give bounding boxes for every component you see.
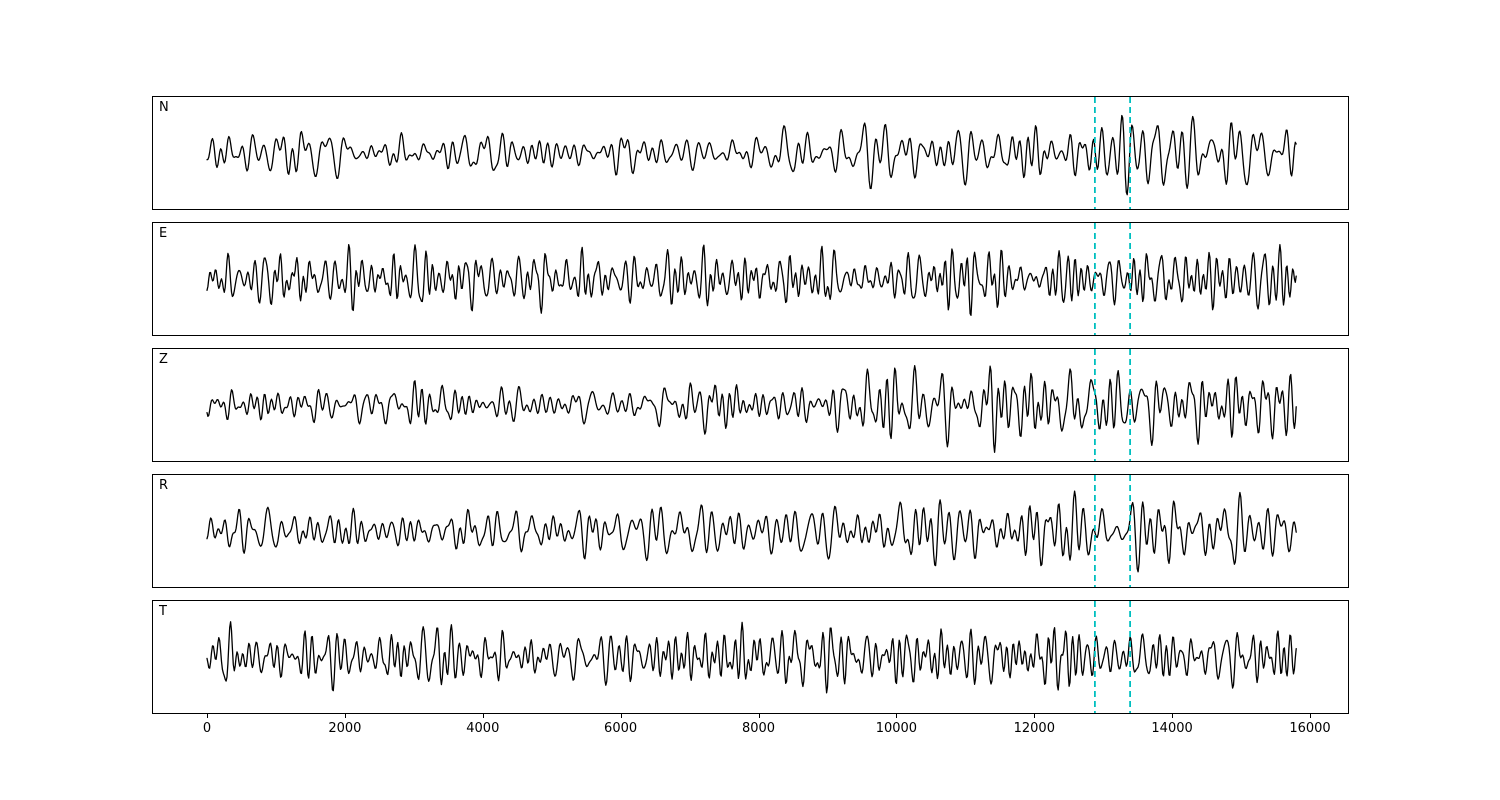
x-tick-label: 6000 [604, 721, 638, 736]
x-tick-label: 12000 [1013, 721, 1055, 736]
trace-plot-t [152, 600, 1349, 714]
axes-frame [152, 474, 1349, 588]
panel-label-n: N [159, 100, 169, 115]
x-tick-label: 16000 [1289, 721, 1331, 736]
waveform-trace-n [206, 114, 1297, 196]
panel-label-z: Z [159, 352, 168, 367]
trace-panel-t: T [152, 600, 1349, 714]
x-tick [1034, 714, 1036, 718]
x-tick [344, 714, 346, 718]
x-tick-label: 14000 [1151, 721, 1193, 736]
x-tick-label: 2000 [328, 721, 362, 736]
waveform-trace-r [206, 490, 1297, 573]
x-tick-label: 0 [202, 721, 212, 736]
x-tick [896, 714, 898, 718]
x-tick [1310, 714, 1311, 718]
panel-label-r: R [159, 478, 169, 493]
axes-frame [152, 600, 1349, 714]
waveform-trace-t [206, 621, 1297, 694]
x-tick [207, 714, 208, 718]
trace-panel-r: R [152, 474, 1349, 588]
x-tick [482, 714, 484, 718]
x-tick-label: 10000 [875, 721, 918, 736]
x-axis: 0 2000 4000 6000 8000 10000 12000 14000 16000 [152, 714, 1349, 748]
waveform-panels: N E Z R T [152, 96, 1349, 714]
x-tick [1172, 714, 1174, 718]
x-tick [620, 714, 622, 718]
trace-panel-e: E [152, 222, 1349, 336]
x-tick-label: 8000 [741, 721, 776, 736]
trace-plot-e [152, 222, 1349, 336]
panel-label-e: E [159, 226, 168, 241]
x-tick [758, 714, 760, 718]
axes-frame [152, 348, 1349, 462]
trace-plot-n [152, 96, 1349, 210]
panel-label-t: T [159, 604, 167, 619]
x-tick-label: 4000 [466, 721, 500, 736]
trace-plot-r [152, 474, 1349, 588]
waveform-trace-e [206, 243, 1297, 316]
waveform-figure: N E Z R T 0 2000 4000 6000 8000 10000 12000 14000 16… [152, 96, 1349, 748]
trace-panel-z: Z [152, 348, 1349, 462]
waveform-trace-z [206, 365, 1297, 453]
trace-plot-z [152, 348, 1349, 462]
trace-panel-n: N [152, 96, 1349, 210]
axes-frame [152, 96, 1349, 210]
axes-frame [152, 222, 1349, 336]
